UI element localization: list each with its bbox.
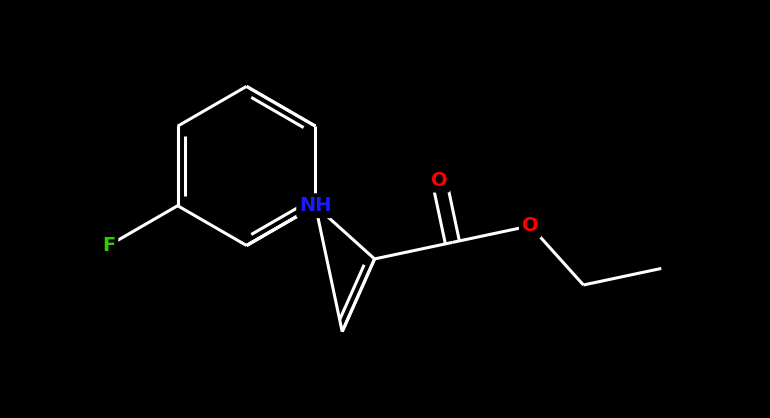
Text: NH: NH <box>300 196 332 215</box>
Text: O: O <box>522 217 538 235</box>
Text: F: F <box>102 236 116 255</box>
Text: O: O <box>431 171 447 190</box>
